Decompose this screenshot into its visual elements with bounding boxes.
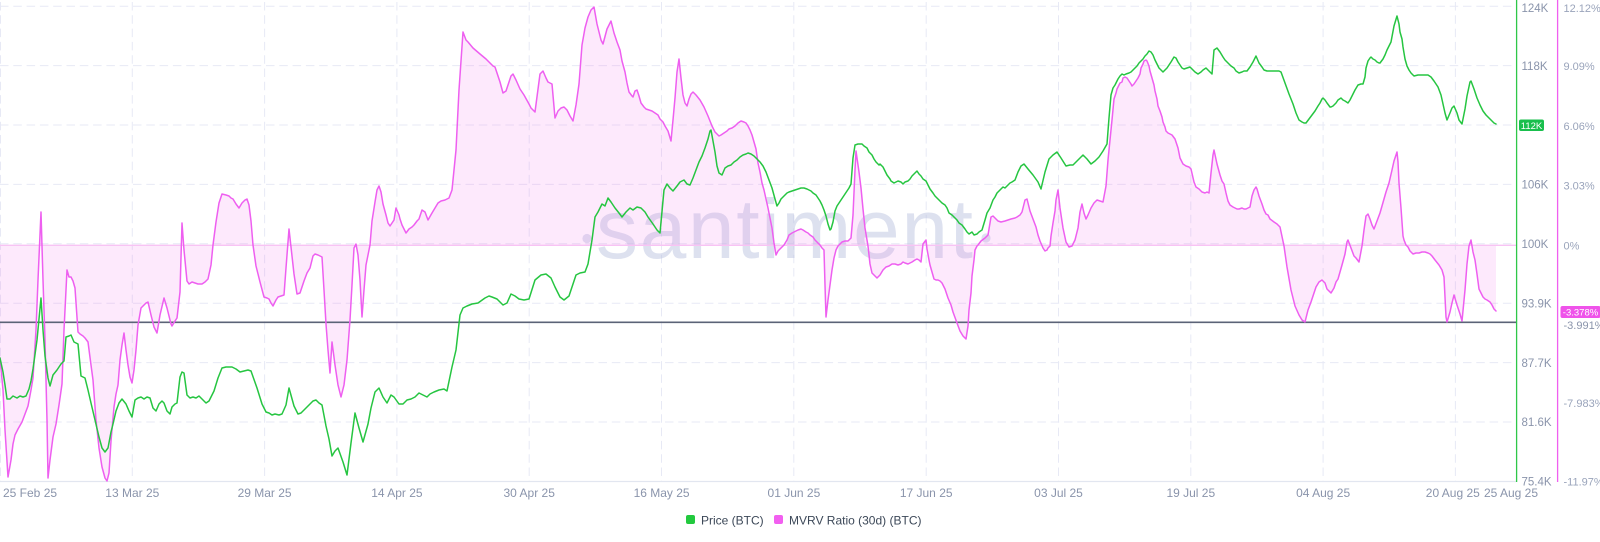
svg-text:0%: 0%	[1564, 240, 1580, 252]
svg-text:Price (BTC): Price (BTC)	[701, 514, 764, 528]
svg-text:30 Apr 25: 30 Apr 25	[504, 486, 556, 500]
svg-text:12.12%: 12.12%	[1564, 3, 1600, 15]
svg-text:-3.378%: -3.378%	[1563, 308, 1599, 319]
svg-text:santiment: santiment	[596, 182, 975, 276]
svg-text:20 Aug 25: 20 Aug 25	[1426, 486, 1480, 500]
svg-text:87.7K: 87.7K	[1522, 358, 1552, 370]
svg-text:17 Jun 25: 17 Jun 25	[900, 486, 953, 500]
svg-text:106K: 106K	[1522, 180, 1549, 192]
svg-text:75.4K: 75.4K	[1522, 477, 1552, 489]
svg-text:6.06%: 6.06%	[1564, 121, 1595, 133]
svg-text:81.6K: 81.6K	[1522, 417, 1552, 429]
svg-text:-11.97%: -11.97%	[1564, 476, 1600, 488]
svg-text:93.9K: 93.9K	[1522, 298, 1552, 310]
svg-text:100K: 100K	[1522, 239, 1549, 251]
svg-text:25 Aug 25: 25 Aug 25	[1484, 486, 1538, 500]
svg-text:124K: 124K	[1522, 3, 1549, 15]
svg-text:3.03%: 3.03%	[1564, 181, 1595, 193]
svg-text:9.09%: 9.09%	[1564, 61, 1595, 73]
svg-text:MVRV Ratio (30d) (BTC): MVRV Ratio (30d) (BTC)	[789, 514, 921, 528]
svg-text:25 Feb 25: 25 Feb 25	[3, 486, 57, 500]
svg-text:-7.983%: -7.983%	[1564, 398, 1600, 410]
svg-text:16 May 25: 16 May 25	[634, 486, 690, 500]
svg-text:03 Jul 25: 03 Jul 25	[1034, 486, 1083, 500]
svg-text:112K: 112K	[1521, 121, 1543, 132]
svg-text:14 Apr 25: 14 Apr 25	[371, 486, 423, 500]
svg-text:-3.991%: -3.991%	[1564, 320, 1600, 332]
svg-text:118K: 118K	[1522, 61, 1548, 73]
svg-text:13 Mar 25: 13 Mar 25	[105, 486, 159, 500]
svg-text:01 Jun 25: 01 Jun 25	[768, 486, 821, 500]
svg-text:19 Jul 25: 19 Jul 25	[1166, 486, 1215, 500]
svg-text:29 Mar 25: 29 Mar 25	[238, 486, 292, 500]
svg-text:04 Aug 25: 04 Aug 25	[1296, 486, 1350, 500]
